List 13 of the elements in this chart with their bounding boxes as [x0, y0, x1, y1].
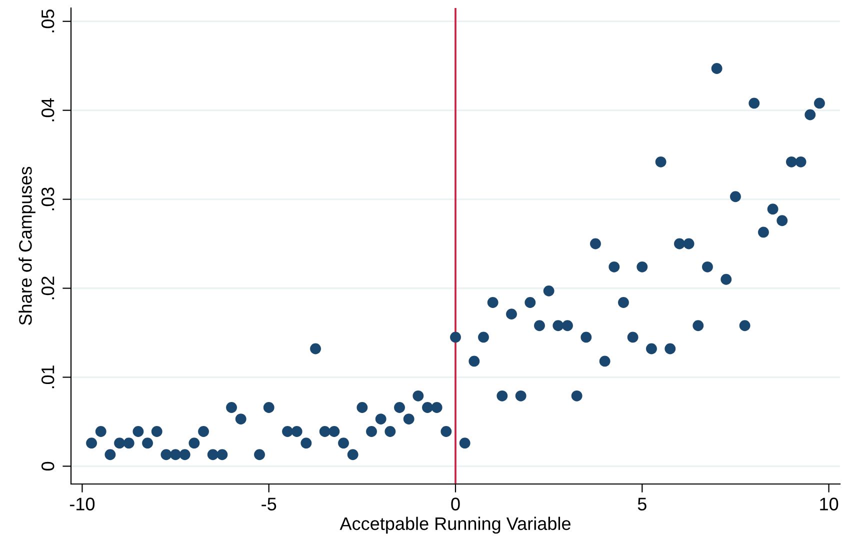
y-tick-label: .01	[41, 366, 54, 388]
x-tick-label: -5	[262, 498, 276, 510]
y-axis-title: Share of Campuses	[18, 166, 36, 325]
x-tick-label: 5	[638, 498, 646, 510]
y-tick-label: .05	[41, 10, 54, 32]
y-tick-label: .04	[41, 98, 54, 122]
x-tick-label: 0	[451, 498, 460, 510]
x-tick-label: 10	[820, 498, 838, 510]
y-tick-label: .03	[41, 188, 54, 210]
x-tick-label: -10	[70, 498, 95, 510]
y-tick-label: 0	[41, 462, 54, 471]
y-tick-label: .02	[41, 276, 54, 300]
x-axis-title: Accetpable Running Variable	[340, 516, 570, 534]
